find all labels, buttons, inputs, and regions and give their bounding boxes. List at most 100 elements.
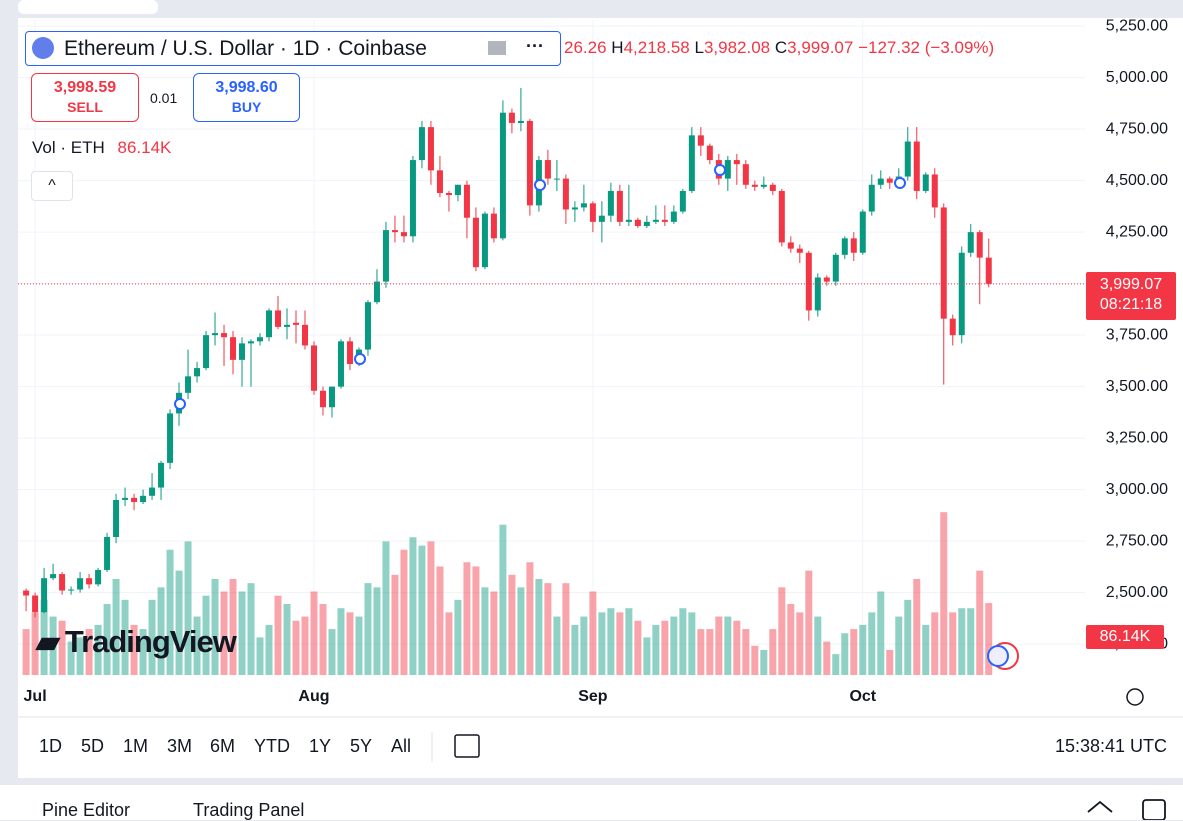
volume-bar xyxy=(346,612,354,675)
event-marker[interactable] xyxy=(714,164,726,176)
volume-bar xyxy=(247,583,255,675)
timeframe-button[interactable]: 1M xyxy=(123,736,149,756)
ohlc-value: 3,982.08 xyxy=(703,38,771,57)
timeframe-button[interactable]: 5Y xyxy=(350,736,373,756)
candle-body xyxy=(266,310,273,338)
volume-bar xyxy=(274,595,282,675)
timeframe-button[interactable]: 1Y xyxy=(309,736,332,756)
volume-bar xyxy=(796,612,804,675)
flag-icon xyxy=(987,642,1019,670)
tab[interactable]: Trading Panel xyxy=(193,800,305,820)
buy-button[interactable]: 3,998.60 BUY xyxy=(193,73,300,122)
timeframe-button[interactable]: 3M xyxy=(167,736,193,756)
flag[interactable] xyxy=(488,41,506,55)
volume-bar xyxy=(706,629,714,675)
x-tick-label: Oct xyxy=(849,688,876,705)
y-tick-label: 4,750.00 xyxy=(1106,120,1168,137)
timeframe-button[interactable]: 5D xyxy=(81,736,105,756)
event-marker[interactable] xyxy=(354,353,366,365)
volume-bar xyxy=(193,616,201,675)
volume-bar xyxy=(49,616,57,675)
volume-bar xyxy=(58,620,66,675)
timeframe-button[interactable]: YTD xyxy=(254,736,290,756)
candle-body xyxy=(580,203,587,208)
sell-button[interactable]: 3,998.59 SELL xyxy=(31,73,139,122)
timeframe-button[interactable]: 6M xyxy=(210,736,236,756)
volume-bar xyxy=(265,624,273,675)
tab[interactable]: Pine Editor xyxy=(42,800,131,820)
volume-bar xyxy=(877,591,885,675)
candle-body xyxy=(985,257,992,284)
ohlc-value: 26.26 xyxy=(564,38,607,57)
volume-bar xyxy=(337,608,345,675)
timeframe-button[interactable]: 1D xyxy=(39,736,63,756)
ohlc-legend: 26.26 H4,218.58 L3,982.08 C3,999.07 −127… xyxy=(564,38,994,58)
candle-body xyxy=(571,207,578,210)
candle-body xyxy=(607,190,614,216)
candle-body xyxy=(212,333,219,336)
candle-body xyxy=(409,160,416,237)
volume-bar xyxy=(976,570,984,675)
volume-bar xyxy=(328,629,336,675)
eth-icon xyxy=(32,37,54,59)
symbol-box[interactable]: Ethereum / U.S. Dollar · 1D · Coinbase ·… xyxy=(25,31,561,66)
buy-price: 3,998.60 xyxy=(215,79,278,96)
candle-body xyxy=(319,390,326,408)
candle-body xyxy=(724,160,731,179)
volume-bar xyxy=(652,624,660,675)
volume-bar xyxy=(40,599,48,675)
candle-body xyxy=(86,578,93,585)
candle-body xyxy=(904,141,911,177)
collapse-icon[interactable] xyxy=(1087,800,1113,813)
volume-bar xyxy=(238,591,246,675)
collapse-legend[interactable]: ^ xyxy=(31,171,73,201)
candle-body xyxy=(814,277,821,311)
candle-body xyxy=(823,277,830,282)
settings-icon[interactable] xyxy=(1126,688,1144,706)
y-tick-label: 5,000.00 xyxy=(1106,69,1168,86)
volume-bar xyxy=(229,578,237,675)
candle-body xyxy=(131,497,138,502)
event-marker[interactable] xyxy=(894,177,906,189)
maximize-icon[interactable] xyxy=(1142,799,1166,820)
ohlc-key: H xyxy=(611,38,624,57)
event-markers xyxy=(174,164,906,410)
candle-body xyxy=(706,145,713,161)
event-marker[interactable] xyxy=(174,398,186,410)
candle-body xyxy=(877,178,884,185)
volume-bar xyxy=(364,583,372,675)
sell-label: SELL xyxy=(67,99,103,115)
volume-name: Vol · ETH xyxy=(32,138,105,157)
timeframe-button[interactable]: All xyxy=(391,736,412,756)
candle-body xyxy=(841,238,848,255)
y-tick-label: 3,000.00 xyxy=(1106,481,1168,498)
volume-bar xyxy=(103,604,111,675)
candle-body xyxy=(373,281,380,303)
volume-bar xyxy=(436,566,444,675)
candle-body xyxy=(158,462,165,488)
candle-body xyxy=(283,324,290,327)
volume-bar xyxy=(67,641,75,675)
candle-body xyxy=(41,578,48,613)
goto-date-icon[interactable] xyxy=(454,734,480,758)
candle-body xyxy=(787,242,794,249)
volume-bar xyxy=(76,637,84,675)
candle-body xyxy=(418,127,425,161)
volume-bar xyxy=(625,608,633,675)
volume-bar xyxy=(130,624,138,675)
more-dots[interactable]: ··· xyxy=(526,36,544,56)
candle-body xyxy=(95,569,102,585)
candle-body xyxy=(59,574,66,591)
volume-bar xyxy=(481,587,489,675)
candle-body xyxy=(427,127,434,171)
volume-bar xyxy=(94,624,102,675)
volume-bar xyxy=(22,629,30,675)
toolbar-button[interactable] xyxy=(18,0,158,14)
volume-bar xyxy=(814,616,822,675)
candle-body xyxy=(967,232,974,253)
event-marker[interactable] xyxy=(534,179,546,191)
ohlc-value: 4,218.58 xyxy=(623,38,690,57)
y-tick-label: 3,750.00 xyxy=(1106,326,1168,343)
candle-body xyxy=(913,141,920,191)
volume-bar xyxy=(517,587,525,675)
